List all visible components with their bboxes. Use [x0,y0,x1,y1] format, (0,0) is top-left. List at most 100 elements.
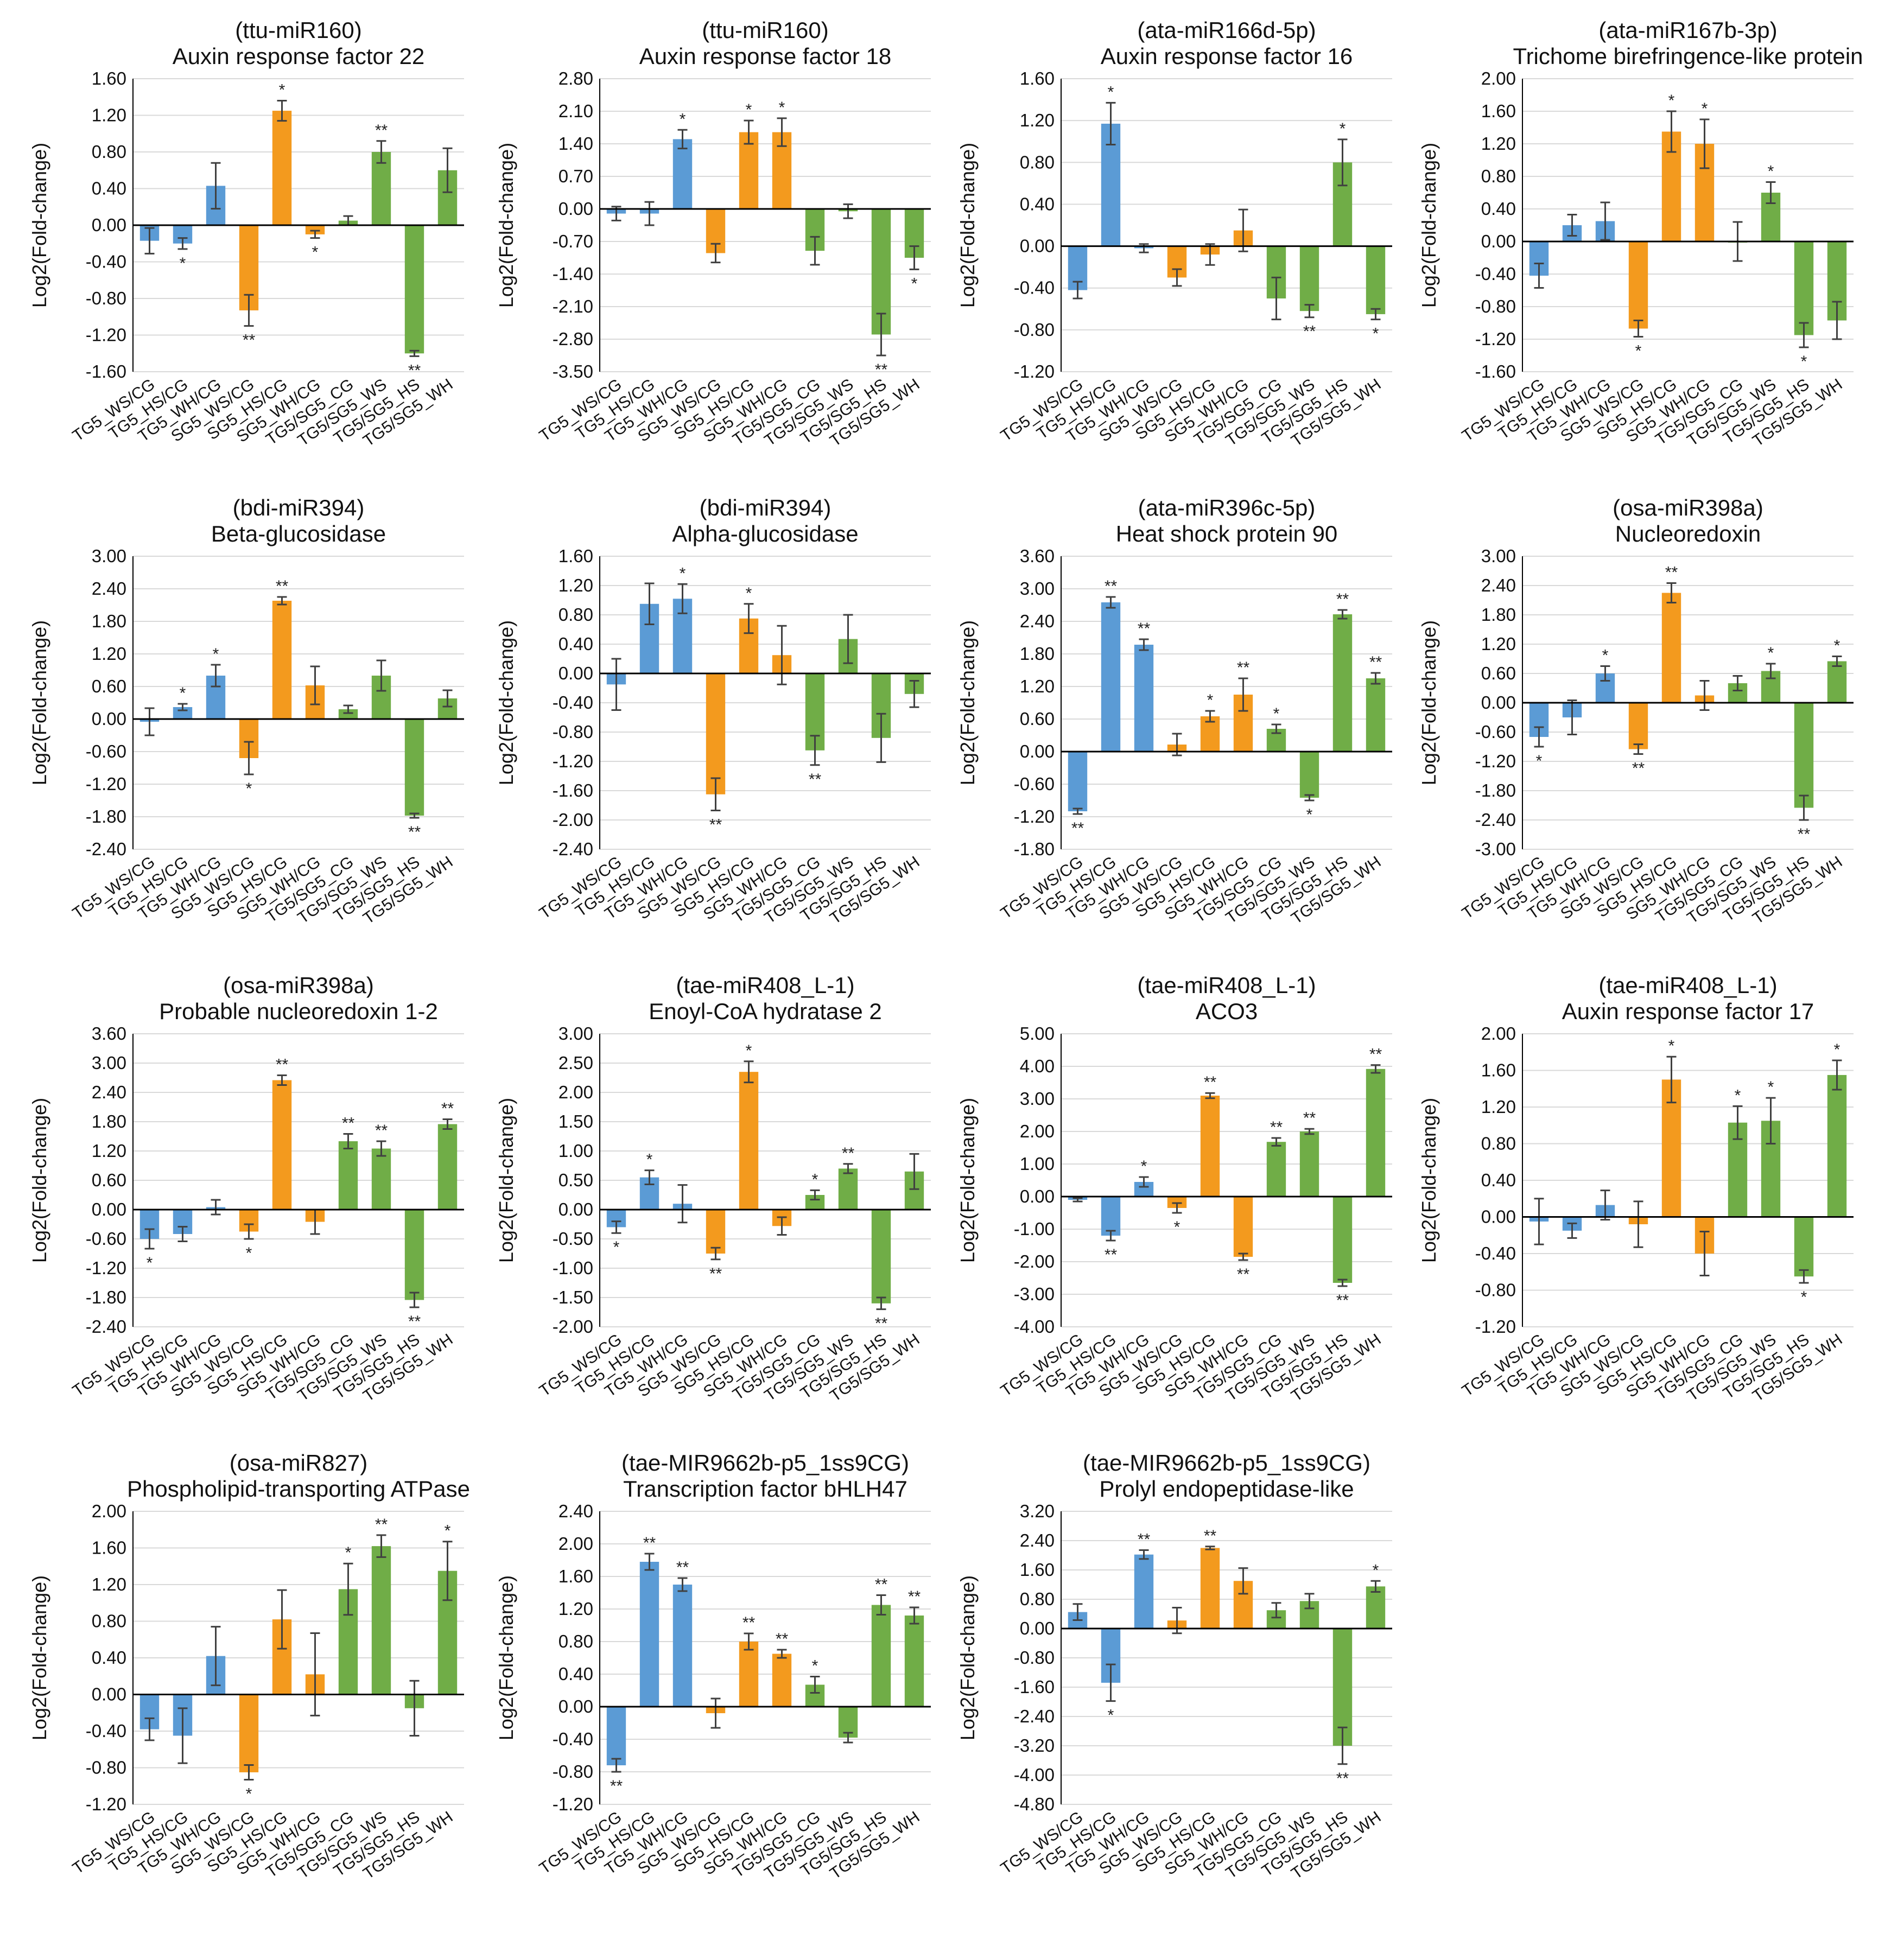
bar [672,139,693,209]
bar [739,132,759,209]
significance-label: ** [809,771,822,788]
bar [1827,1074,1847,1217]
y-tick-label: 2.40 [1020,1530,1055,1550]
y-tick-label: 2.00 [92,1501,126,1521]
significance-label: * [1108,83,1114,101]
y-tick-label: 0.60 [1020,709,1055,729]
chart-panel: (bdi-miR394)Beta-glucosidase Log2(Fold-ch… [28,495,464,928]
significance-label: ** [1303,1109,1316,1127]
y-tick-label: 0.40 [558,1664,593,1684]
y-tick-label: -1.60 [86,361,126,381]
y-tick-label: -4.00 [1014,1765,1055,1785]
significance-label: * [279,81,285,99]
significance-label: ** [1138,1531,1151,1549]
bar [1068,752,1088,811]
chart-panel: (ata-miR166d-5p)Auxin response factor 16… [956,17,1392,450]
y-axis-label: Log2(Fold-change) [956,1575,979,1740]
bar [1628,703,1648,749]
y-tick-label: -2.00 [1014,1251,1055,1271]
bar [338,709,358,719]
significance-label: * [812,1171,818,1188]
bar [706,673,726,794]
y-tick-label: -0.40 [1475,264,1516,284]
significance-label: ** [375,122,388,139]
y-tick-label: 0.80 [92,142,126,162]
y-tick-label: -1.80 [86,1287,126,1307]
y-tick-label: 0.00 [92,215,126,235]
chart-panel: (ttu-miR160)Auxin response factor 18 Log2… [495,17,931,450]
y-tick-label: -0.40 [553,1729,593,1749]
chart-mirna-title: (tae-miR408_L-1) [1137,972,1316,998]
significance-label: ** [1336,1770,1349,1788]
chart-panel: (ttu-miR160)Auxin response factor 22 Log2… [28,17,464,450]
bar [1101,1197,1121,1236]
y-tick-label: -2.40 [86,1317,126,1337]
y-tick-label: -4.80 [1014,1794,1055,1814]
y-axis-label: Log2(Fold-change) [1418,143,1440,308]
significance-label: ** [1270,1118,1283,1136]
significance-label: * [1108,1707,1114,1725]
chart-panel: (osa-miR398a)Probable nucleoredoxin 1-2 L… [28,972,464,1406]
y-tick-label: 3.00 [92,546,126,566]
y-tick-label: 0.50 [558,1170,593,1190]
significance-label: ** [643,1534,656,1552]
significance-label: * [345,1544,352,1562]
significance-label: * [1602,647,1609,665]
significance-label: * [1668,1037,1675,1055]
y-tick-label: 1.20 [1481,1097,1516,1117]
y-tick-label: -1.20 [86,325,126,345]
y-tick-label: 1.80 [1020,644,1055,664]
y-tick-label: 0.80 [1481,1134,1516,1154]
significance-label: * [1801,1288,1807,1306]
y-tick-label: -0.40 [1014,278,1055,298]
bar [338,1141,358,1210]
y-tick-label: 1.60 [1481,101,1516,121]
chart-gene-title: Alpha-glucosidase [672,521,858,546]
y-tick-label: -0.80 [553,722,593,742]
y-tick-label: -0.80 [1475,1280,1516,1300]
significance-label: * [680,564,686,582]
y-tick-label: -3.50 [553,361,593,381]
y-tick-label: 1.60 [1020,1560,1055,1580]
y-tick-label: -0.40 [86,1721,126,1741]
y-tick-label: 2.00 [558,1082,593,1102]
chart-gene-title: Auxin response factor 22 [173,43,425,69]
y-tick-label: -1.20 [1475,1317,1516,1337]
significance-label: ** [676,1559,689,1576]
y-axis-label: Log2(Fold-change) [28,143,50,308]
y-tick-label: 2.40 [1481,575,1516,595]
y-tick-label: 0.80 [1481,166,1516,186]
y-tick-label: -1.60 [1475,361,1516,381]
y-tick-label: 0.00 [92,1684,126,1705]
bar [639,1562,659,1707]
significance-label: ** [276,577,289,595]
y-tick-label: 4.00 [1020,1056,1055,1076]
chart-gene-title: Enoyl-CoA hydratase 2 [649,999,882,1024]
significance-label: ** [1336,1292,1349,1309]
bar [1794,1217,1814,1277]
bar [437,1124,458,1210]
significance-label: ** [243,332,256,349]
significance-label: * [180,684,186,702]
y-axis-label: Log2(Fold-change) [956,1098,979,1263]
y-tick-label: -0.80 [1475,296,1516,316]
significance-label: * [1141,1158,1147,1175]
y-tick-label: -0.80 [1014,320,1055,340]
significance-label: ** [1665,564,1678,582]
significance-label: * [812,1657,818,1675]
y-tick-label: 0.80 [558,1631,593,1651]
significance-label: * [1635,342,1642,360]
y-tick-label: -0.50 [553,1229,593,1249]
significance-label: ** [1204,1527,1217,1545]
chart-panel: (tae-MIR9662b-p5_1ss9CG)Prolyl endopepti… [956,1450,1392,1883]
significance-label: * [246,1244,252,1262]
y-tick-label: 1.60 [558,546,593,566]
bar [1366,1069,1386,1197]
bar [1332,1629,1353,1746]
bar [838,1168,858,1210]
y-tick-label: -2.80 [553,329,593,349]
significance-label: * [1768,1078,1774,1096]
y-tick-label: -0.60 [86,1229,126,1249]
y-tick-label: 1.20 [92,105,126,125]
